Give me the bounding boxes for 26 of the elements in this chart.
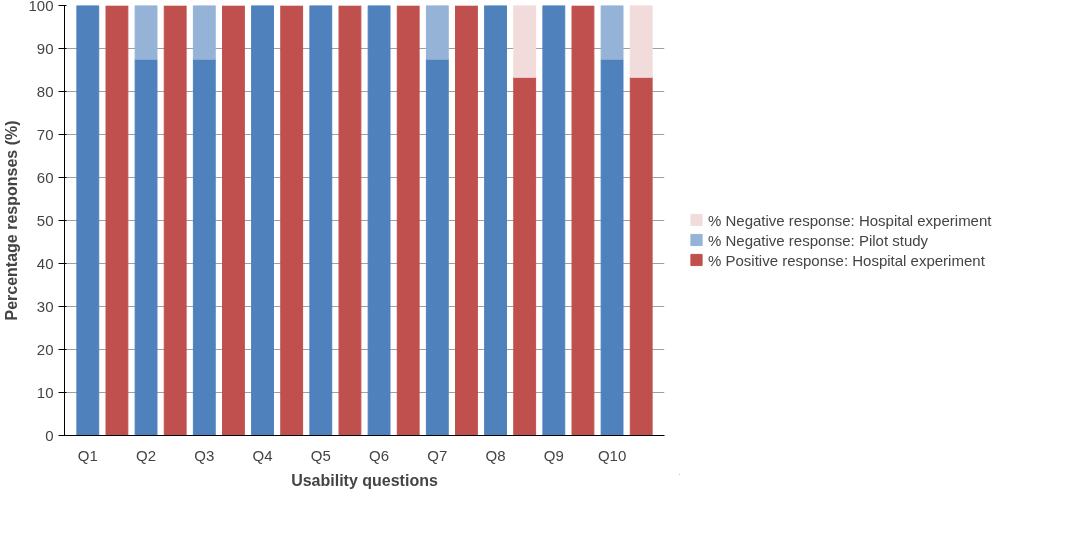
x-tick-label: Q6: [369, 446, 390, 464]
y-tick-label: 60: [36, 168, 54, 186]
y-axis-title: Percentage responses (%): [3, 120, 21, 321]
y-tick-label: 20: [36, 340, 54, 358]
x-axis-title: Usability questions: [291, 471, 438, 489]
x-tick-label: Q8: [485, 446, 506, 464]
y-tick-label: 30: [36, 297, 54, 315]
y-tick-label: 100: [28, 0, 54, 14]
y-tick-label: 40: [36, 254, 54, 272]
y-tick-label: 50: [36, 211, 54, 229]
x-tick-label: Q1: [77, 446, 98, 464]
y-tick-label: 10: [36, 383, 54, 401]
legend-label: % Positive response: Hospital experiment: [708, 251, 985, 268]
legend-label: % Negative response: Hospital experiment: [708, 211, 992, 228]
x-tick-label: Q5: [310, 446, 331, 464]
x-tick-label: Q10: [597, 446, 627, 464]
y-tick-label: 90: [36, 39, 54, 57]
x-tick-label: Q2: [136, 446, 157, 464]
legend-label: % Negative response: Pilot study: [708, 231, 929, 248]
x-tick-label: Q9: [543, 446, 564, 464]
y-tick-label: 0: [45, 426, 54, 444]
y-tick-label: 70: [36, 125, 54, 143]
x-tick-label: Q3: [194, 446, 215, 464]
y-tick-label: 80: [36, 82, 54, 100]
x-tick-label: Q4: [252, 446, 273, 464]
x-tick-label: Q7: [427, 446, 448, 464]
